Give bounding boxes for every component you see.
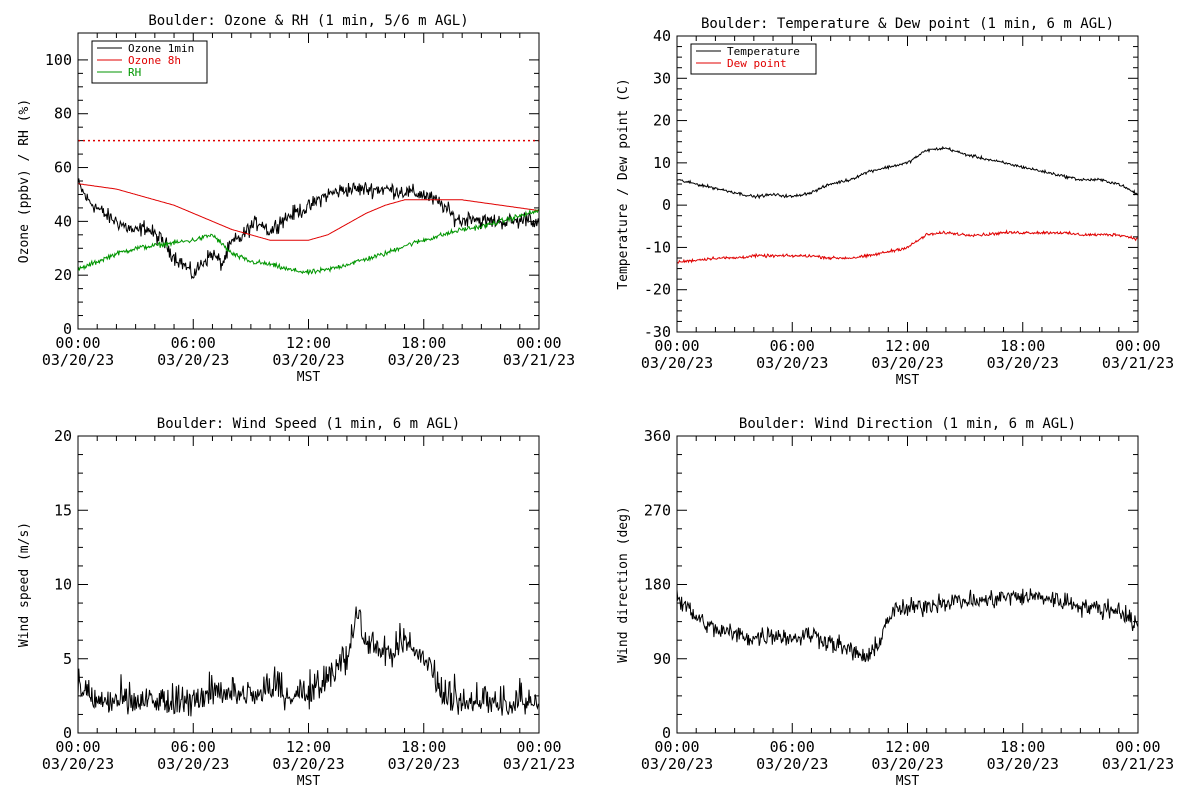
x-tick-date: 03/20/23 bbox=[987, 755, 1059, 773]
y-tick-label: 20 bbox=[54, 266, 72, 284]
legend-label: Dew point bbox=[727, 57, 787, 70]
x-tick-time: 06:00 bbox=[770, 337, 815, 355]
x-tick-time: 00:00 bbox=[1115, 738, 1160, 756]
y-tick-label: 30 bbox=[653, 69, 671, 87]
x-tick-date: 03/20/23 bbox=[42, 351, 114, 369]
x-tick-time: 06:00 bbox=[770, 738, 815, 756]
x-tick-date: 03/21/23 bbox=[1102, 755, 1174, 773]
x-tick-date: 03/20/23 bbox=[756, 755, 828, 773]
y-tick-label: 5 bbox=[63, 650, 72, 668]
series-line-temperature bbox=[677, 147, 1138, 198]
y-tick-label: 0 bbox=[662, 196, 671, 214]
x-tick-time: 00:00 bbox=[516, 738, 561, 756]
x-tick-date: 03/20/23 bbox=[272, 755, 344, 773]
plot-frame bbox=[677, 436, 1138, 733]
x-tick-time: 00:00 bbox=[516, 334, 561, 352]
x-tick-time: 18:00 bbox=[401, 334, 446, 352]
x-tick-date: 03/20/23 bbox=[388, 755, 460, 773]
x-tick-date: 03/20/23 bbox=[871, 354, 943, 372]
y-tick-label: 360 bbox=[644, 427, 671, 445]
x-tick-date: 03/21/23 bbox=[503, 351, 575, 369]
y-tick-label: 20 bbox=[54, 427, 72, 445]
x-tick-time: 00:00 bbox=[1115, 337, 1160, 355]
x-tick-date: 03/21/23 bbox=[503, 755, 575, 773]
x-tick-date: 03/20/23 bbox=[756, 354, 828, 372]
x-tick-time: 06:00 bbox=[171, 738, 216, 756]
x-tick-date: 03/20/23 bbox=[42, 755, 114, 773]
x-tick-time: 12:00 bbox=[885, 337, 930, 355]
y-tick-label: 20 bbox=[653, 112, 671, 130]
x-tick-date: 03/20/23 bbox=[157, 755, 229, 773]
x-axis-label: MST bbox=[896, 373, 920, 388]
x-tick-time: 18:00 bbox=[1000, 738, 1045, 756]
y-tick-label: -20 bbox=[644, 281, 671, 299]
y-tick-label: 100 bbox=[45, 51, 72, 69]
series-line-dew-point bbox=[677, 231, 1138, 263]
chart-title: Boulder: Wind Direction (1 min, 6 m AGL) bbox=[739, 416, 1076, 432]
y-tick-label: 90 bbox=[653, 650, 671, 668]
x-tick-date: 03/20/23 bbox=[272, 351, 344, 369]
chart-title: Boulder: Temperature & Dew point (1 min,… bbox=[701, 16, 1114, 32]
plot-frame bbox=[677, 36, 1138, 332]
chart-wind_speed: Boulder: Wind Speed (1 min, 6 m AGL)0510… bbox=[17, 416, 575, 789]
x-tick-time: 18:00 bbox=[1000, 337, 1045, 355]
series-line-data bbox=[677, 588, 1138, 662]
x-tick-time: 12:00 bbox=[286, 738, 331, 756]
legend-label: RH bbox=[128, 66, 141, 79]
y-tick-label: 10 bbox=[653, 154, 671, 172]
x-tick-time: 12:00 bbox=[885, 738, 930, 756]
chart-title: Boulder: Ozone & RH (1 min, 5/6 m AGL) bbox=[148, 13, 468, 29]
series-line-data bbox=[78, 607, 539, 717]
x-axis-label: MST bbox=[297, 370, 321, 385]
y-axis-label: Ozone (ppbv) / RH (%) bbox=[17, 99, 32, 263]
x-tick-time: 00:00 bbox=[654, 337, 699, 355]
x-tick-time: 00:00 bbox=[55, 334, 100, 352]
y-axis-label: Wind speed (m/s) bbox=[17, 522, 32, 647]
x-tick-time: 00:00 bbox=[55, 738, 100, 756]
x-tick-date: 03/20/23 bbox=[641, 755, 713, 773]
figure: Boulder: Ozone & RH (1 min, 5/6 m AGL) 0 2… bbox=[0, 0, 1200, 800]
x-axis-label: MST bbox=[297, 774, 321, 789]
x-tick-time: 06:00 bbox=[171, 334, 216, 352]
x-tick-date: 03/20/23 bbox=[987, 354, 1059, 372]
x-tick-time: 18:00 bbox=[401, 738, 446, 756]
y-tick-label: 40 bbox=[54, 212, 72, 230]
x-tick-date: 03/20/23 bbox=[157, 351, 229, 369]
x-tick-date: 03/21/23 bbox=[1102, 354, 1174, 372]
x-tick-date: 03/20/23 bbox=[388, 351, 460, 369]
y-tick-label: 80 bbox=[54, 105, 72, 123]
chart-title: Boulder: Wind Speed (1 min, 6 m AGL) bbox=[157, 416, 460, 432]
y-tick-label: -10 bbox=[644, 238, 671, 256]
chart-temp_dew: Boulder: Temperature & Dew point (1 min,… bbox=[616, 16, 1174, 388]
y-tick-label: 40 bbox=[653, 27, 671, 45]
y-tick-label: 15 bbox=[54, 501, 72, 519]
x-tick-time: 12:00 bbox=[286, 334, 331, 352]
x-tick-time: 00:00 bbox=[654, 738, 699, 756]
y-axis-label: Temperature / Dew point (C) bbox=[616, 78, 631, 289]
chart-ozone_rh: Boulder: Ozone & RH (1 min, 5/6 m AGL)02… bbox=[17, 13, 575, 385]
chart-wind_direction: Boulder: Wind Direction (1 min, 6 m AGL)… bbox=[616, 416, 1174, 789]
x-tick-date: 03/20/23 bbox=[641, 354, 713, 372]
series-line-ozone-8h bbox=[78, 184, 539, 241]
y-axis-label: Wind direction (deg) bbox=[616, 506, 631, 663]
y-tick-label: 270 bbox=[644, 501, 671, 519]
x-axis-label: MST bbox=[896, 774, 920, 789]
y-tick-label: 180 bbox=[644, 576, 671, 594]
y-tick-label: 10 bbox=[54, 576, 72, 594]
y-tick-label: 60 bbox=[54, 159, 72, 177]
x-tick-date: 03/20/23 bbox=[871, 755, 943, 773]
